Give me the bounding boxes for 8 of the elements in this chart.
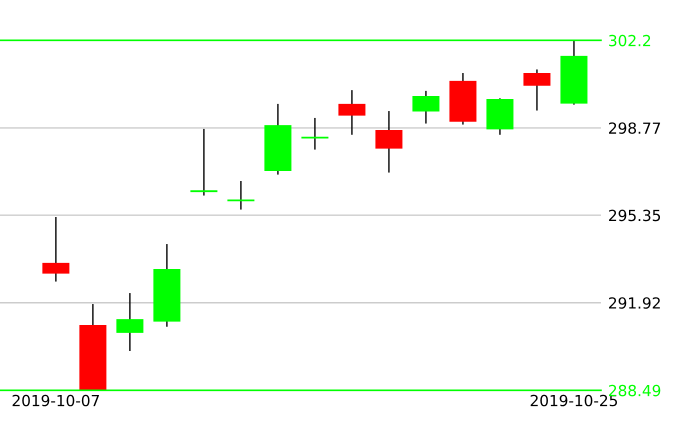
candlestick: [300, 117, 330, 150]
x-tick-label: 2019-10-25: [530, 394, 618, 406]
y-tick-label: 302.2: [609, 34, 650, 46]
y-tick-label: 291.92: [609, 297, 660, 309]
y-tick-label: 288.49: [609, 384, 660, 396]
y-tick-label: 295.35: [609, 210, 660, 222]
y-tick-label: 298.77: [609, 122, 660, 134]
x-tick-label: 2019-10-07: [12, 394, 99, 406]
